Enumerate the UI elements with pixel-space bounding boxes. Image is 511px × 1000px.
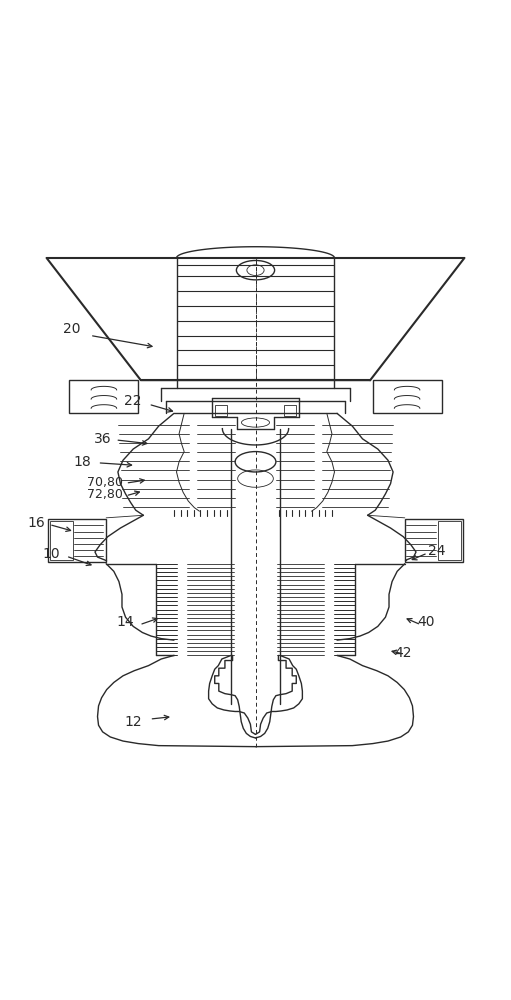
Bar [373, 380, 442, 413]
Bar [284, 405, 296, 416]
Bar [69, 380, 138, 413]
Text: 42: 42 [394, 646, 412, 660]
Text: 22: 22 [125, 394, 142, 408]
Text: 70,80: 70,80 [87, 476, 123, 489]
Bar [405, 519, 463, 562]
Text: 18: 18 [74, 455, 91, 469]
Text: 14: 14 [117, 615, 134, 629]
Text: 36: 36 [94, 432, 111, 446]
Text: 16: 16 [28, 516, 45, 530]
Text: 72,80: 72,80 [87, 488, 123, 501]
Bar [215, 405, 227, 416]
Text: 12: 12 [124, 715, 142, 729]
Text: 40: 40 [417, 615, 435, 629]
Bar [48, 519, 106, 562]
Text: 10: 10 [43, 547, 60, 561]
Bar [50, 521, 73, 560]
Bar [438, 521, 461, 560]
Text: 20: 20 [63, 322, 81, 336]
Text: 24: 24 [428, 544, 445, 558]
